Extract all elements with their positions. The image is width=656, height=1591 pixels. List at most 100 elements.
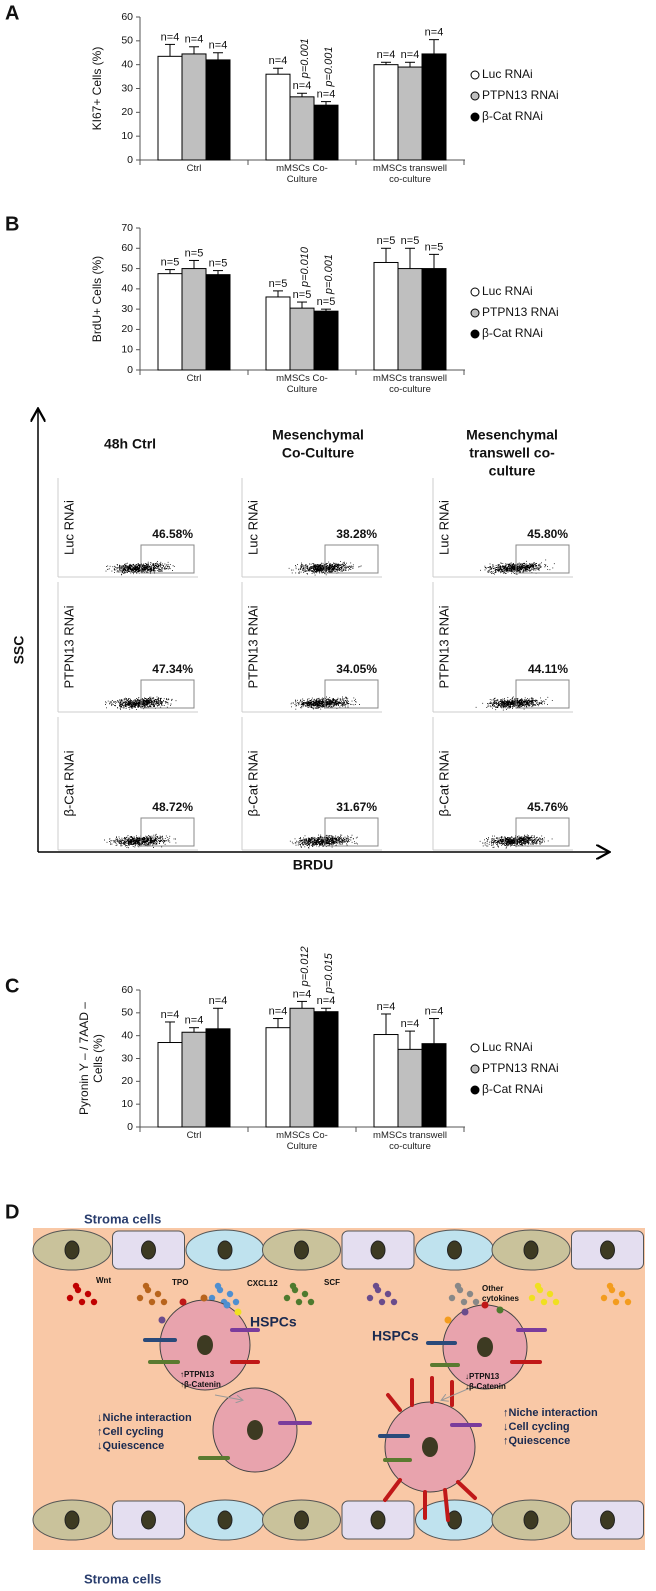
n-label: n=4 bbox=[377, 49, 396, 61]
legend-swatch bbox=[470, 1085, 480, 1095]
cytokine bbox=[295, 1298, 303, 1306]
flow-row-label: Luc RNAi bbox=[436, 500, 451, 555]
x-tick-label: mMSCs Co-Culture bbox=[276, 373, 328, 395]
bar bbox=[289, 96, 315, 161]
hspc-effect: ↑Quiescence bbox=[503, 1435, 570, 1447]
bound-cytokine bbox=[200, 1294, 208, 1302]
y-axis-label: Cells (%) bbox=[91, 1034, 105, 1083]
cytokine bbox=[66, 1294, 74, 1302]
flow-column-title: Co-Culture bbox=[282, 445, 355, 461]
cytokine bbox=[600, 1294, 608, 1302]
legend-label: Luc RNAi bbox=[482, 284, 533, 298]
bound-cytokine bbox=[179, 1298, 187, 1306]
hspc-marker: ↑PTPN13 bbox=[180, 1370, 215, 1379]
flow-column-title: culture bbox=[489, 463, 536, 479]
nucleus bbox=[294, 1510, 309, 1530]
bar bbox=[397, 268, 423, 371]
bar bbox=[397, 66, 423, 161]
flow-row-label: PTPN13 RNAi bbox=[61, 605, 76, 688]
gate bbox=[140, 544, 195, 574]
bound-cytokine bbox=[444, 1316, 452, 1324]
hspc-marker: ↓PTPN13 bbox=[465, 1372, 500, 1381]
legend-label: PTPN13 RNAi bbox=[482, 305, 559, 319]
cytokine-label: TPO bbox=[172, 1278, 188, 1287]
p-value-label: p=0.012 bbox=[299, 946, 311, 987]
bound-cytokine bbox=[496, 1306, 504, 1314]
p-value-label: p=0.001 bbox=[299, 38, 311, 79]
y-tick-label: 0 bbox=[127, 364, 133, 376]
bar bbox=[157, 1042, 183, 1128]
cytokine bbox=[552, 1298, 560, 1306]
nucleus bbox=[422, 1437, 438, 1457]
y-tick-label: 20 bbox=[121, 106, 133, 118]
nucleus bbox=[217, 1240, 233, 1260]
n-label: n=5 bbox=[293, 289, 312, 301]
flow-events bbox=[104, 833, 177, 849]
legend-label: β-Cat RNAi bbox=[482, 326, 543, 340]
cytokine bbox=[307, 1298, 315, 1306]
n-label: n=5 bbox=[209, 258, 228, 270]
bar bbox=[289, 307, 315, 371]
cytokine bbox=[283, 1294, 291, 1302]
flow-row-label: β-Cat RNAi bbox=[61, 750, 76, 816]
legend-label: β-Cat RNAi bbox=[482, 109, 543, 123]
panel-label: D bbox=[5, 1201, 19, 1223]
flow-events bbox=[480, 559, 555, 575]
cytokine bbox=[448, 1294, 456, 1302]
y-tick-label: 20 bbox=[121, 323, 133, 335]
n-label: n=4 bbox=[269, 55, 288, 67]
cytokine bbox=[90, 1298, 98, 1306]
gate-percent: 31.67% bbox=[336, 800, 377, 814]
flow-events bbox=[288, 560, 362, 576]
n-label: n=4 bbox=[185, 1015, 204, 1027]
nucleus bbox=[217, 1510, 233, 1530]
nucleus bbox=[600, 1240, 615, 1260]
flow-row-label: PTPN13 RNAi bbox=[436, 605, 451, 688]
bound-cytokine bbox=[158, 1316, 166, 1324]
y-tick-label: 60 bbox=[121, 242, 133, 254]
cytokine bbox=[534, 1282, 542, 1290]
cytokine bbox=[372, 1282, 380, 1290]
cytokine bbox=[301, 1290, 309, 1298]
gate-percent: 46.58% bbox=[152, 527, 193, 541]
stroma-label: Stroma cells bbox=[84, 1571, 161, 1586]
cytokine bbox=[606, 1282, 614, 1290]
hspc-effect: ↑Cell cycling bbox=[97, 1426, 164, 1438]
cytokine bbox=[154, 1290, 162, 1298]
n-label: n=4 bbox=[161, 1009, 180, 1021]
panel-label: B bbox=[5, 213, 19, 235]
legend-swatch bbox=[470, 308, 480, 318]
cytokine bbox=[460, 1298, 468, 1306]
hspc-marker: ↓β-Catenin bbox=[465, 1382, 506, 1391]
cytokine bbox=[142, 1282, 150, 1290]
flow-column-title: transwell co- bbox=[469, 445, 555, 461]
nucleus bbox=[141, 1510, 156, 1530]
n-label: n=5 bbox=[269, 278, 288, 290]
n-label: n=4 bbox=[425, 1005, 444, 1017]
n-label: n=4 bbox=[161, 31, 180, 43]
transition-arrow bbox=[442, 1387, 471, 1400]
gate bbox=[324, 817, 379, 847]
x-tick-label: mMSCs Co-Culture bbox=[276, 163, 328, 185]
x-tick-label: mMSCs Co-Culture bbox=[276, 1130, 328, 1152]
flow-events bbox=[105, 561, 175, 576]
y-tick-label: 70 bbox=[121, 222, 133, 234]
cytokine bbox=[160, 1298, 168, 1306]
cytokine bbox=[72, 1282, 80, 1290]
nucleus bbox=[523, 1510, 539, 1530]
y-tick-label: 60 bbox=[121, 11, 133, 23]
gate bbox=[515, 544, 570, 574]
cytokine bbox=[540, 1298, 548, 1306]
y-tick-label: 10 bbox=[121, 130, 133, 142]
n-label: n=4 bbox=[377, 1001, 396, 1013]
gate bbox=[140, 679, 195, 709]
p-value-label: p=0.001 bbox=[323, 254, 335, 295]
flow-column-title: Mesenchymal bbox=[272, 427, 364, 443]
bar bbox=[205, 1028, 231, 1128]
hspc-effect: ↓Cell cycling bbox=[503, 1421, 570, 1433]
cytokine bbox=[289, 1282, 297, 1290]
panel-label: A bbox=[5, 2, 19, 24]
y-tick-label: 0 bbox=[127, 1121, 133, 1133]
y-tick-label: 10 bbox=[121, 1098, 133, 1110]
cytokine bbox=[618, 1290, 626, 1298]
